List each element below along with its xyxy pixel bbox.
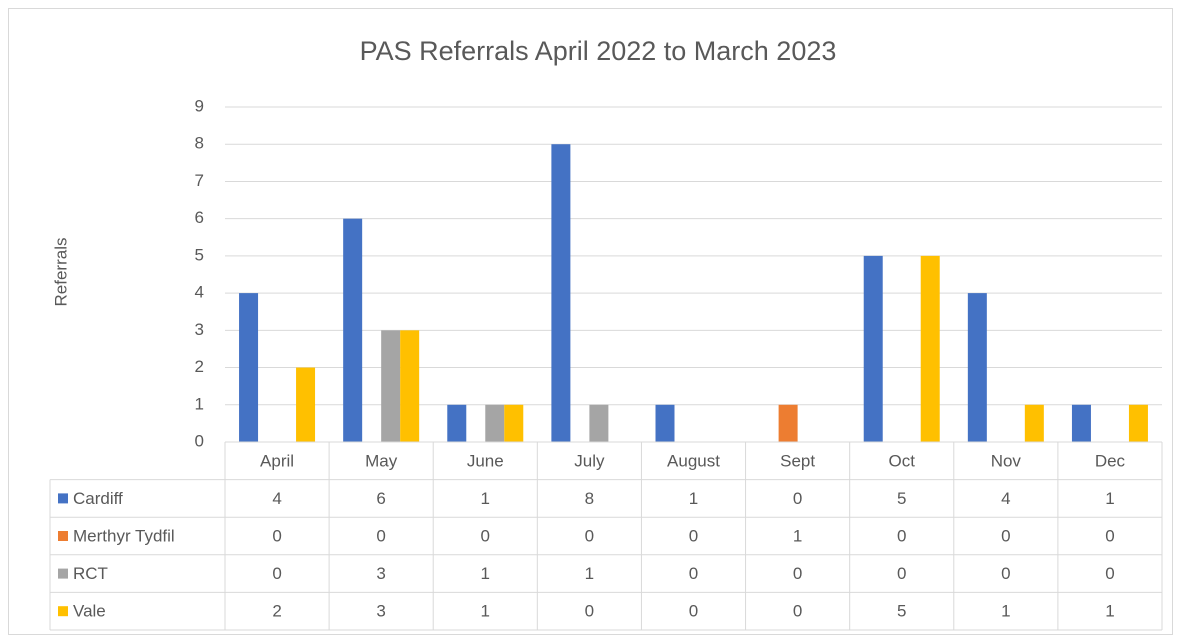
table-value: 0	[1001, 526, 1010, 545]
y-tick-label: 4	[195, 283, 204, 302]
table-value: 0	[1105, 564, 1114, 583]
table-value: 1	[1105, 489, 1114, 508]
table-value: 0	[689, 526, 698, 545]
table-value: 2	[272, 602, 281, 621]
legend-label: Vale	[73, 602, 106, 621]
table-value: 0	[897, 526, 906, 545]
table-value: 8	[585, 489, 594, 508]
legend-key	[58, 568, 68, 579]
bar	[778, 404, 798, 442]
x-tick-label: Oct	[888, 451, 915, 470]
y-tick-label: 2	[195, 357, 204, 376]
table-value: 0	[272, 564, 281, 583]
legend-key	[58, 531, 68, 541]
x-tick-label: May	[365, 451, 398, 470]
table-value: 3	[376, 602, 385, 621]
legend-key	[58, 493, 68, 504]
x-tick-label: Sept	[780, 451, 815, 470]
bar	[863, 255, 883, 442]
table-value: 0	[689, 564, 698, 583]
y-tick-label: 0	[195, 431, 204, 450]
table-value: 1	[481, 489, 490, 508]
x-tick-label: August	[667, 451, 720, 470]
y-tick-label: 1	[195, 394, 204, 413]
y-tick-label: 8	[195, 134, 204, 153]
y-tick-label: 9	[195, 96, 204, 115]
y-tick-label: 7	[195, 171, 204, 190]
legend-label: Cardiff	[73, 489, 123, 508]
table-value: 1	[1105, 602, 1114, 621]
table-value: 1	[793, 526, 802, 545]
bar	[239, 293, 259, 442]
table-value: 1	[481, 564, 490, 583]
table-value: 0	[897, 564, 906, 583]
x-tick-label: Nov	[991, 451, 1022, 470]
bar	[920, 255, 940, 442]
bar	[589, 404, 609, 442]
table-value: 1	[689, 489, 698, 508]
bar	[485, 404, 505, 442]
legend-label: RCT	[73, 564, 108, 583]
chart-title: PAS Referrals April 2022 to March 2023	[360, 36, 837, 66]
table-value: 0	[585, 526, 594, 545]
x-tick-label: July	[574, 451, 605, 470]
y-axis-title: Referrals	[51, 238, 70, 307]
x-tick-label: June	[467, 451, 504, 470]
table-value: 0	[272, 526, 281, 545]
bar	[551, 144, 571, 442]
legend-label: Merthyr Tydfil	[73, 526, 175, 545]
y-tick-label: 5	[195, 245, 204, 264]
table-value: 4	[272, 489, 281, 508]
table-value: 0	[481, 526, 490, 545]
table-value: 5	[897, 489, 906, 508]
x-tick-label: April	[260, 451, 294, 470]
bar	[504, 404, 524, 442]
bar	[400, 330, 420, 442]
bar	[296, 367, 316, 442]
bar	[381, 330, 401, 442]
table-value: 0	[793, 602, 802, 621]
bar	[343, 218, 363, 442]
table-value: 4	[1001, 489, 1010, 508]
table-value: 1	[481, 602, 490, 621]
y-tick-label: 6	[195, 208, 204, 227]
bar	[655, 404, 675, 442]
table-value: 5	[897, 602, 906, 621]
table-value: 0	[689, 602, 698, 621]
table-value: 0	[585, 602, 594, 621]
table-value: 1	[585, 564, 594, 583]
table-value: 0	[376, 526, 385, 545]
table-value: 0	[793, 564, 802, 583]
table-value: 0	[1105, 526, 1114, 545]
table-value: 0	[793, 489, 802, 508]
legend-key	[58, 606, 68, 617]
bar	[447, 404, 467, 442]
bar	[1071, 404, 1091, 442]
table-value: 3	[376, 564, 385, 583]
bar	[1024, 404, 1044, 442]
x-tick-label: Dec	[1095, 451, 1126, 470]
bar	[1128, 404, 1148, 442]
bar	[967, 293, 987, 442]
table-value: 1	[1001, 602, 1010, 621]
table-value: 6	[376, 489, 385, 508]
table-value: 0	[1001, 564, 1010, 583]
y-tick-label: 3	[195, 320, 204, 339]
